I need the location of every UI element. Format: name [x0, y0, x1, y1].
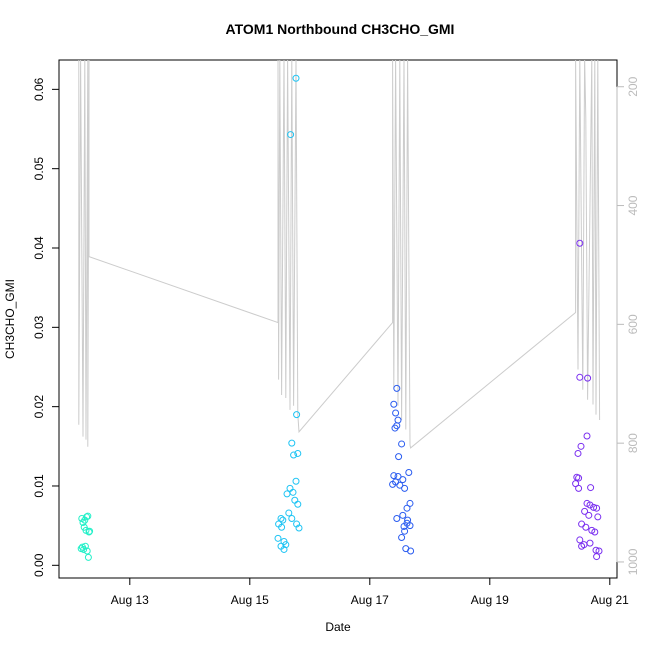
data-point: [393, 515, 401, 523]
chart-title: ATOM1 Northbound CH3CHO_GMI: [226, 21, 455, 37]
data-point: [577, 442, 585, 450]
data-point: [86, 527, 94, 535]
data-point: [575, 484, 583, 492]
data-point: [389, 480, 397, 488]
data-point: [394, 472, 402, 480]
data-point: [581, 507, 589, 515]
y2-tick-label: 400: [626, 195, 640, 215]
y2-tick-label: 200: [626, 76, 640, 96]
data-point: [406, 522, 414, 530]
x-tick-label: Aug 21: [591, 593, 629, 607]
data-point: [84, 512, 92, 520]
y-tick-label: 0.05: [32, 157, 46, 181]
data-point: [392, 409, 400, 417]
data-point: [575, 474, 583, 482]
x-tick-label: Aug 15: [231, 593, 269, 607]
data-point: [399, 511, 407, 519]
data-point: [582, 523, 590, 531]
data-point: [83, 513, 91, 521]
data-point: [595, 547, 603, 555]
data-point: [587, 484, 595, 492]
data-point: [401, 527, 409, 535]
data-point: [83, 547, 91, 555]
data-point: [274, 534, 282, 542]
data-point: [576, 373, 584, 381]
data-point: [289, 488, 297, 496]
data-point: [584, 374, 592, 382]
data-point: [285, 509, 293, 517]
data-point: [393, 384, 401, 392]
plot-frame: [58, 59, 618, 579]
data-point: [401, 484, 409, 492]
data-point: [583, 432, 591, 440]
data-point: [390, 472, 398, 480]
data-point: [404, 516, 412, 524]
data-point: [278, 523, 286, 531]
y-tick-label: 0.03: [32, 315, 46, 339]
y-tick-label: 0.06: [32, 77, 46, 101]
data-point: [277, 515, 285, 523]
y-axis-label: CH3CHO_GMI: [3, 279, 17, 359]
data-point: [399, 476, 407, 484]
data-point: [280, 545, 288, 553]
pressure-line: [78, 60, 601, 449]
x-axis-label: Date: [325, 620, 351, 634]
data-point: [394, 416, 402, 424]
data-point: [292, 74, 300, 82]
data-point: [291, 496, 299, 504]
data-point: [279, 516, 287, 524]
data-point: [288, 439, 296, 447]
data-point: [293, 411, 301, 419]
data-point: [294, 500, 302, 508]
y2-tick-label: 600: [626, 314, 640, 334]
data-point: [283, 490, 291, 498]
x-tick-label: Aug 17: [351, 593, 389, 607]
data-point: [405, 468, 413, 476]
data-point: [294, 449, 302, 457]
y-tick-label: 0.02: [32, 395, 46, 419]
data-point: [594, 513, 602, 521]
y2-tick-label: 1000: [626, 548, 640, 575]
data-point: [403, 504, 411, 512]
data-point: [591, 528, 599, 536]
x-tick-label: Aug 13: [111, 593, 149, 607]
data-point: [396, 481, 404, 489]
data-point: [287, 131, 295, 139]
data-point: [590, 503, 598, 511]
data-point: [578, 542, 586, 550]
data-point: [82, 526, 90, 534]
data-point: [292, 477, 300, 485]
x-tick-label: Aug 19: [471, 593, 509, 607]
data-point: [395, 453, 403, 461]
data-point: [586, 539, 594, 547]
data-point: [84, 553, 92, 561]
plot-area: [77, 60, 603, 561]
data-point: [585, 511, 593, 519]
data-point: [282, 541, 290, 549]
data-point: [593, 553, 601, 561]
data-point: [391, 424, 399, 432]
data-point: [576, 239, 584, 247]
data-point: [290, 451, 298, 459]
data-point: [398, 534, 406, 542]
y2-tick-label: 800: [626, 433, 640, 453]
data-point: [578, 520, 586, 528]
data-point: [390, 400, 398, 408]
y-tick-label: 0.04: [32, 236, 46, 260]
data-point: [593, 504, 601, 512]
data-point: [81, 542, 89, 550]
y-tick-label: 0.00: [32, 553, 46, 577]
data-point: [286, 484, 294, 492]
y-tick-label: 0.01: [32, 474, 46, 498]
data-point: [398, 440, 406, 448]
data-point: [407, 547, 415, 555]
data-point: [288, 515, 296, 523]
data-point: [586, 501, 594, 509]
data-point: [574, 449, 582, 457]
data-point: [295, 524, 303, 532]
data-point: [576, 536, 584, 544]
